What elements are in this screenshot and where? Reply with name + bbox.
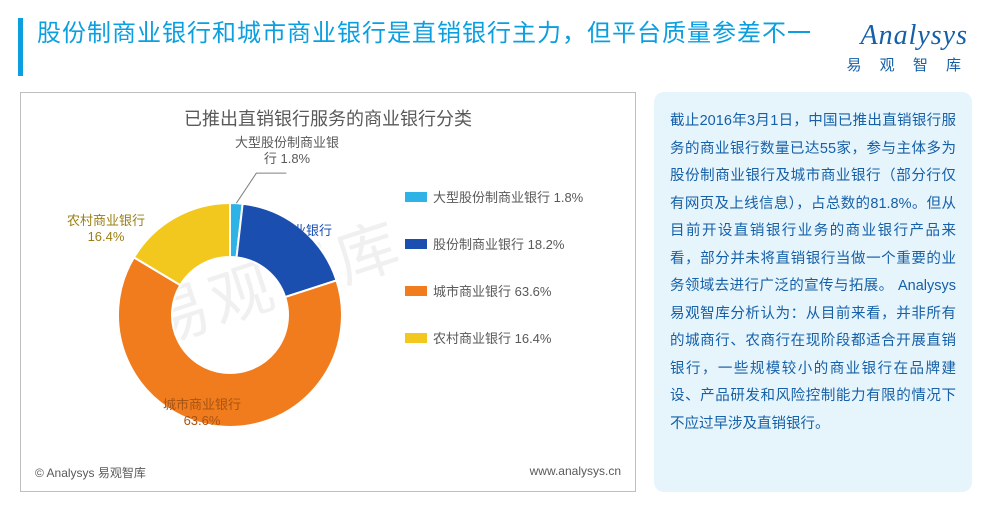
copyright-text: © Analysys 易观智库 bbox=[35, 464, 146, 481]
chart-panel: 已推出直销银行服务的商业银行分类 易观智库 大型股份制商业银行 1.8% 股份制… bbox=[20, 92, 636, 492]
legend-swatch bbox=[405, 286, 427, 296]
legend-swatch bbox=[405, 192, 427, 202]
legend-text: 大型股份制商业银行 1.8% bbox=[433, 187, 583, 206]
logo-sub: 易 观 智 库 bbox=[846, 54, 968, 75]
legend: 大型股份制商业银行 1.8% 股份制商业银行 18.2% 城市商业银行 63.6… bbox=[405, 135, 615, 455]
chart-title: 已推出直销银行服务的商业银行分类 bbox=[35, 105, 621, 131]
legend-swatch bbox=[405, 239, 427, 249]
legend-text: 股份制商业银行 18.2% bbox=[433, 234, 564, 253]
chart-body: 大型股份制商业银行 1.8% 股份制商业银行18.2% 城市商业银行63.6% … bbox=[35, 135, 621, 455]
legend-item: 大型股份制商业银行 1.8% bbox=[405, 187, 615, 206]
slice-label-large-jsc: 大型股份制商业银行 1.8% bbox=[235, 135, 339, 168]
content-row: 已推出直销银行服务的商业银行分类 易观智库 大型股份制商业银行 1.8% 股份制… bbox=[0, 92, 992, 504]
legend-item: 城市商业银行 63.6% bbox=[405, 281, 615, 300]
slice-label-rural: 农村商业银行16.4% bbox=[67, 213, 145, 246]
legend-item: 股份制商业银行 18.2% bbox=[405, 234, 615, 253]
analysis-para-2-body: 从目前来看，并非所有的城商行、农商行在现阶段都适合开展直销银行，一些规模较小的商… bbox=[670, 306, 956, 432]
title-accent-bar bbox=[18, 18, 23, 76]
legend-text: 农村商业银行 16.4% bbox=[433, 328, 551, 347]
header: 股份制商业银行和城市商业银行是直销银行主力，但平台质量参差不一 Analysys… bbox=[0, 0, 992, 92]
chart-footer: © Analysys 易观智库 www.analysys.cn bbox=[35, 464, 621, 481]
analysis-para-2: Analysys易观智库分析认为：从目前来看，并非所有的城商行、农商行在现阶段都… bbox=[670, 278, 956, 432]
logo-main: Analysys bbox=[846, 20, 968, 52]
legend-item: 农村商业银行 16.4% bbox=[405, 328, 615, 347]
slice-label-jsc: 股份制商业银行18.2% bbox=[241, 223, 332, 256]
analysis-text-panel: 截止2016年3月1日，中国已推出直销银行服务的商业银行数量已达55家，参与主体… bbox=[654, 92, 972, 492]
donut-wrap: 大型股份制商业银行 1.8% 股份制商业银行18.2% 城市商业银行63.6% … bbox=[35, 135, 405, 455]
website-text: www.analysys.cn bbox=[530, 464, 621, 481]
legend-text: 城市商业银行 63.6% bbox=[433, 281, 551, 300]
page-title: 股份制商业银行和城市商业银行是直销银行主力，但平台质量参差不一 bbox=[37, 18, 846, 50]
logo-block: Analysys 易 观 智 库 bbox=[846, 18, 968, 75]
legend-swatch bbox=[405, 333, 427, 343]
slice-label-city: 城市商业银行63.6% bbox=[163, 397, 241, 430]
analysis-para-1: 截止2016年3月1日，中国已推出直销银行服务的商业银行数量已达55家，参与主体… bbox=[670, 113, 956, 294]
